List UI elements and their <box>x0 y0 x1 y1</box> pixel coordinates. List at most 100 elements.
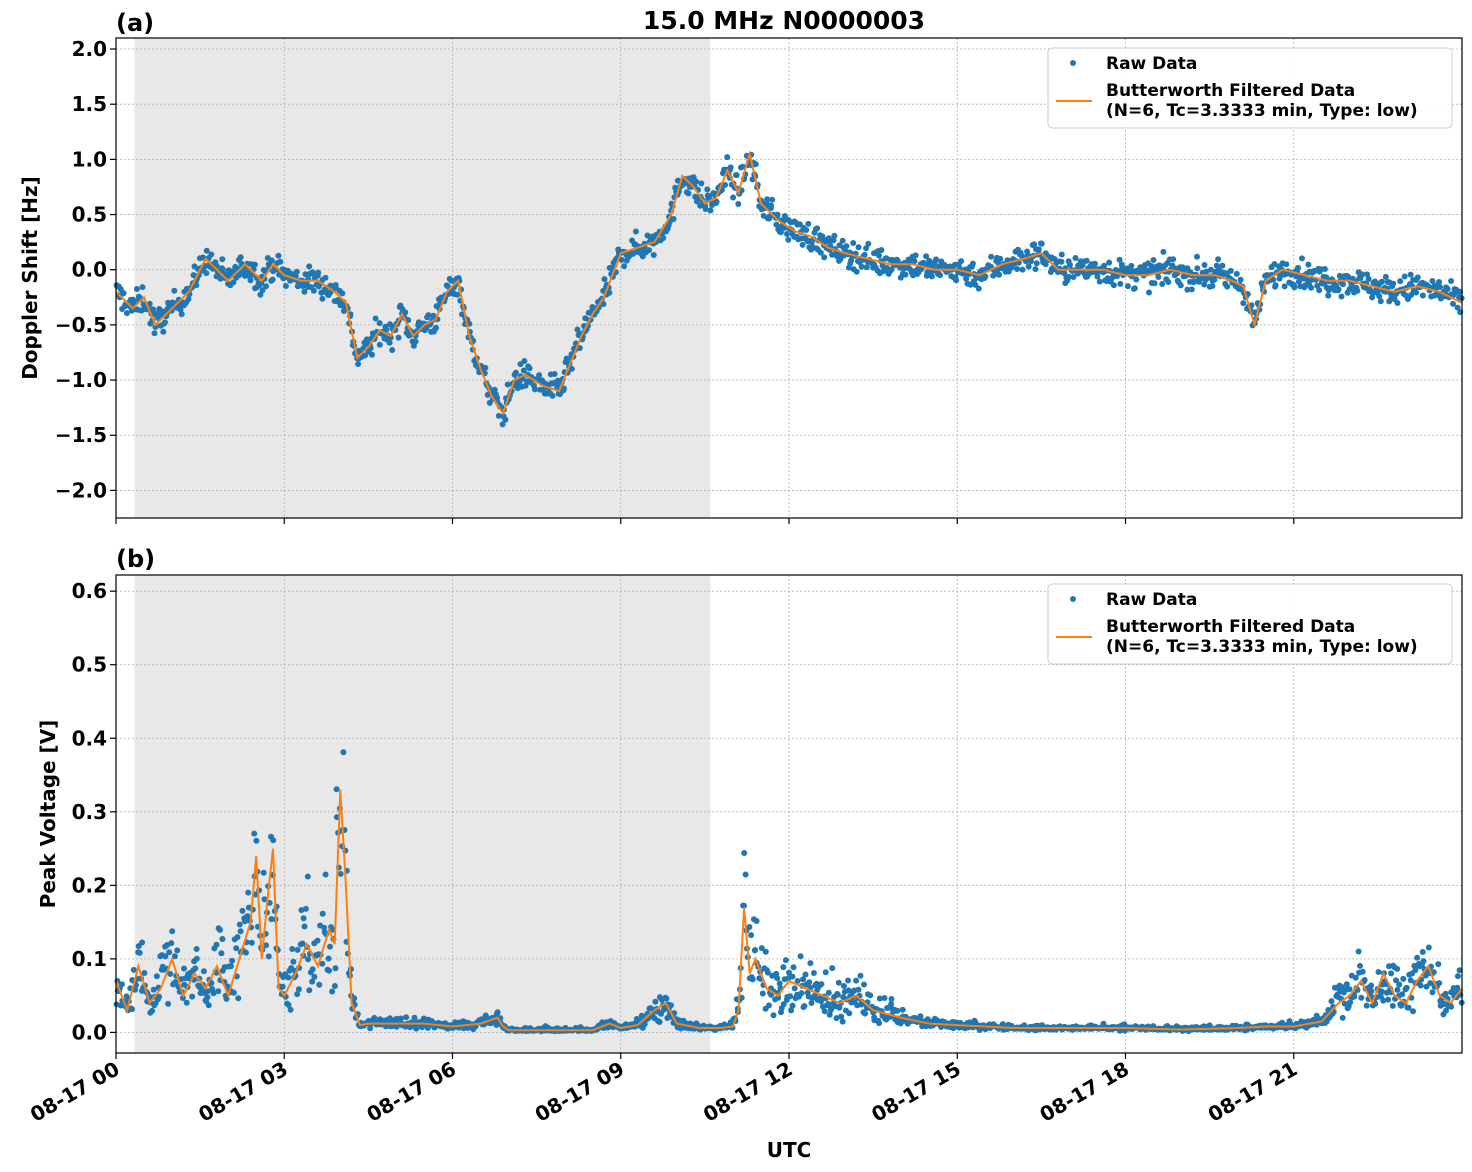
raw-data-point <box>219 266 226 273</box>
raw-data-point <box>790 964 797 971</box>
raw-data-point <box>1067 261 1073 268</box>
raw-data-point <box>843 243 850 250</box>
raw-data-point <box>339 290 346 297</box>
raw-data-point <box>1407 271 1414 278</box>
grid-lines <box>115 575 1462 1053</box>
raw-data-point <box>260 869 267 876</box>
raw-data-point <box>185 296 192 303</box>
raw-data-point <box>433 324 439 331</box>
raw-data-point <box>752 947 759 953</box>
legend: Raw Data Butterworth Filtered Data (N=6,… <box>1047 583 1453 665</box>
raw-data-point <box>289 946 296 952</box>
raw-data-point <box>660 235 667 241</box>
raw-data-point <box>322 274 329 281</box>
raw-data-point <box>799 241 806 248</box>
raw-data-point <box>167 970 174 977</box>
raw-data-point <box>1237 276 1244 283</box>
raw-data-point <box>810 970 817 976</box>
raw-data-point <box>818 981 825 988</box>
raw-data-point <box>1427 980 1434 987</box>
raw-data-point <box>858 263 865 270</box>
raw-data-point <box>561 385 567 392</box>
raw-data-point <box>805 220 812 227</box>
raw-data-point <box>1388 970 1395 977</box>
raw-data-point <box>876 1020 883 1027</box>
raw-data-point <box>770 1012 777 1019</box>
raw-data-point <box>773 221 780 228</box>
raw-data-point <box>397 1015 404 1022</box>
raw-data-point <box>1038 240 1045 247</box>
raw-data-point <box>174 947 181 954</box>
y-axis-label: Doppler Shift [Hz] <box>18 176 42 380</box>
raw-data-point <box>183 999 190 1006</box>
raw-data-point <box>764 969 771 976</box>
raw-data-point <box>150 986 157 993</box>
raw-data-point <box>1343 981 1350 988</box>
raw-data-point <box>133 286 140 292</box>
raw-data-point <box>829 965 836 972</box>
raw-data-point <box>855 986 862 993</box>
raw-data-point <box>818 998 825 1005</box>
raw-data-point <box>1151 280 1158 287</box>
raw-data-point <box>713 198 720 205</box>
x-tick-label: 08-17 18 <box>1035 1057 1133 1127</box>
raw-data-point <box>306 263 313 270</box>
raw-data-point <box>1400 975 1407 982</box>
raw-data-point <box>685 190 692 197</box>
raw-data-point <box>1423 983 1430 990</box>
raw-data-point <box>168 940 175 947</box>
legend-raw-marker <box>1070 60 1076 66</box>
raw-data-point <box>234 934 241 941</box>
raw-data-point <box>1209 283 1216 289</box>
raw-data-point <box>316 981 323 988</box>
raw-data-point <box>1435 961 1442 968</box>
raw-data-point <box>836 1004 843 1011</box>
raw-data-point <box>285 1001 292 1008</box>
raw-data-point <box>208 251 215 258</box>
raw-data-point <box>735 201 742 207</box>
raw-data-point <box>129 1006 136 1013</box>
raw-data-point <box>247 277 254 284</box>
raw-data-point <box>219 936 226 942</box>
raw-data-point <box>1325 292 1332 299</box>
raw-data-point <box>663 995 670 1002</box>
raw-data-point <box>840 983 847 989</box>
raw-data-point <box>258 280 265 287</box>
raw-data-point <box>251 830 258 837</box>
raw-data-point <box>299 940 306 947</box>
raw-data-point <box>888 996 895 1002</box>
x-tick-label: 08-17 00 <box>26 1057 124 1127</box>
legend: Raw Data Butterworth Filtered Data (N=6,… <box>1047 47 1453 129</box>
raw-data-point <box>803 227 810 233</box>
raw-data-point <box>237 928 244 935</box>
raw-data-point <box>1165 279 1172 285</box>
raw-data-point <box>386 339 393 346</box>
raw-data-point <box>996 271 1003 278</box>
raw-data-point <box>1169 262 1176 269</box>
raw-data-point <box>203 247 210 254</box>
raw-data-point <box>520 367 527 374</box>
raw-data-point <box>706 193 713 200</box>
raw-data-point <box>1430 969 1437 976</box>
raw-data-point <box>862 1010 869 1017</box>
raw-data-point <box>817 249 824 256</box>
legend-raw-label: Raw Data <box>1106 590 1197 610</box>
raw-data-point <box>252 891 259 898</box>
raw-data-point <box>130 966 137 973</box>
raw-data-point <box>1124 283 1131 290</box>
raw-data-point <box>797 953 804 960</box>
raw-data-point <box>213 941 220 948</box>
raw-data-point <box>1014 266 1021 272</box>
legend-raw-label: Raw Data <box>1106 54 1197 74</box>
raw-data-point <box>1437 284 1443 290</box>
raw-data-point <box>1117 280 1124 287</box>
raw-data-point <box>1170 256 1177 263</box>
raw-data-point <box>902 271 909 278</box>
night-shading <box>134 575 711 1053</box>
raw-data-point <box>321 924 328 931</box>
raw-data-point <box>1031 241 1038 248</box>
raw-data-point <box>1382 273 1389 280</box>
raw-data-point <box>1347 999 1354 1006</box>
raw-data-point <box>193 282 200 289</box>
raw-data-point <box>780 1001 787 1008</box>
